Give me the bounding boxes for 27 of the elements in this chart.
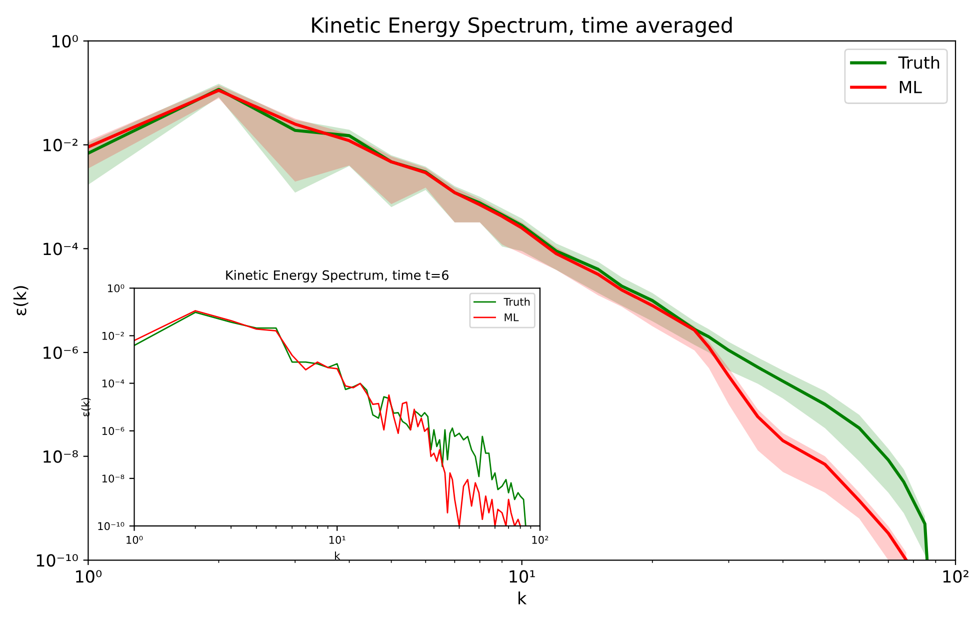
x-tick-label: 10⁰	[76, 570, 102, 583]
y-tick-label: 10⁻⁶	[44, 346, 78, 360]
x-tick-label: 10²	[943, 570, 968, 583]
x-tick-label: 10⁰	[126, 536, 143, 544]
legend-label: ML	[900, 80, 922, 94]
legend-label: Truth	[504, 298, 530, 306]
x-tick-label: 10¹	[510, 570, 535, 583]
y-tick-label: 10⁻²	[44, 138, 78, 152]
y-axis-title: ε(k)	[13, 286, 28, 316]
y-tick-label: 10⁻²	[102, 332, 124, 340]
y-tick-label: 10⁻⁶	[102, 427, 124, 436]
chart-title: Kinetic Energy Spectrum, time t=6	[226, 270, 448, 282]
y-tick-label: 10⁻⁸	[102, 474, 124, 483]
x-axis-title: k	[335, 551, 340, 560]
legend-label: Truth	[898, 56, 940, 69]
x-tick-label: 10¹	[329, 536, 346, 544]
y-tick-label: 10⁰	[52, 34, 78, 48]
y-tick-label: 10⁻⁴	[102, 379, 124, 388]
y-tick-label: 10⁻⁴	[44, 242, 78, 256]
x-tick-label: 10²	[532, 536, 548, 544]
legend-label: ML	[504, 313, 519, 322]
y-tick-label: 10⁻¹⁰	[36, 554, 78, 567]
chart-title: Kinetic Energy Spectrum, time averaged	[312, 16, 732, 37]
y-tick-label: 10⁰	[108, 284, 124, 292]
y-tick-label: 10⁻¹⁰	[98, 522, 124, 530]
x-axis-title: k	[518, 592, 527, 604]
y-tick-label: 10⁻⁸	[44, 450, 78, 463]
